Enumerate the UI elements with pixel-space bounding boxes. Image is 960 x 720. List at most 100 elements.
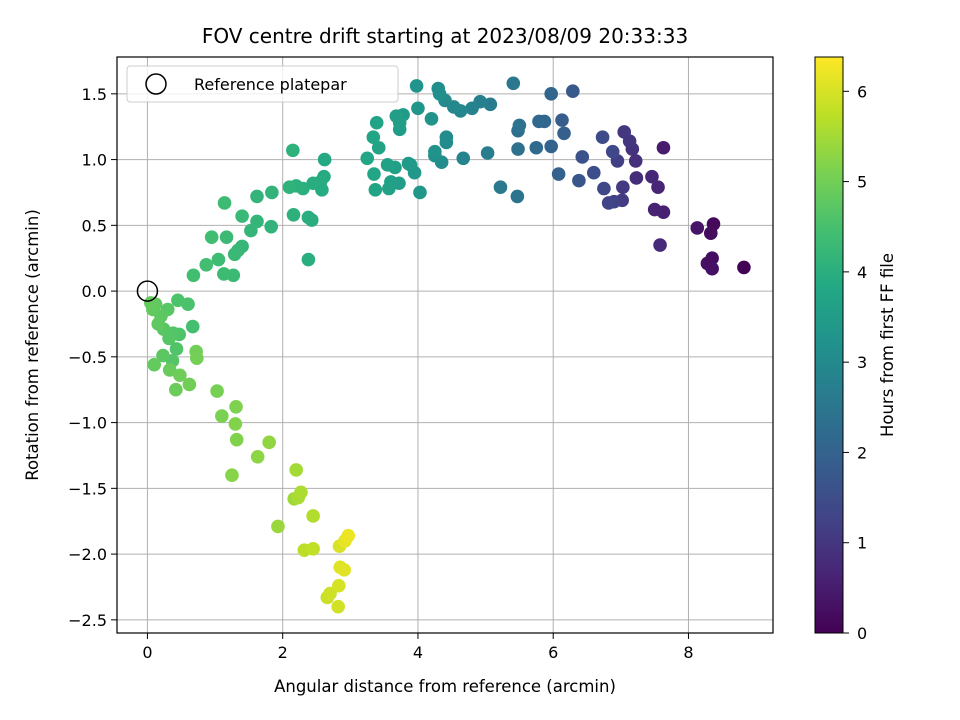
data-point	[210, 384, 224, 398]
colorbar-tick-label: 0	[857, 624, 867, 643]
data-point	[286, 143, 300, 158]
colorbar-label: Hours from first FF file	[878, 253, 897, 437]
data-point	[380, 158, 395, 172]
data-point	[144, 296, 158, 310]
data-point	[199, 257, 214, 272]
data-point	[690, 221, 705, 235]
data-point	[493, 180, 508, 194]
data-point	[511, 142, 525, 156]
data-point	[229, 432, 244, 447]
data-point	[244, 223, 258, 238]
data-point	[532, 114, 546, 129]
x-tick-label: 4	[413, 643, 423, 662]
data-point	[306, 509, 320, 523]
data-point	[219, 230, 234, 244]
data-point	[337, 563, 352, 577]
y-tick-label: −1.5	[68, 479, 107, 498]
data-point	[601, 196, 616, 210]
plot-frame	[116, 56, 774, 634]
data-point	[544, 87, 558, 101]
data-point	[271, 519, 285, 534]
data-points	[144, 76, 751, 614]
data-point	[264, 219, 278, 234]
colorbar-tick-label: 3	[857, 353, 867, 372]
data-point	[367, 167, 381, 181]
x-tick-label: 8	[683, 643, 693, 662]
x-axis: 0 2 4 6 8	[142, 633, 694, 662]
y-tick-label: 0.5	[82, 216, 107, 235]
data-point	[628, 154, 643, 168]
x-tick-label: 6	[548, 643, 558, 662]
data-point	[605, 144, 620, 159]
colorbar	[814, 56, 844, 634]
data-point	[286, 208, 301, 222]
data-point	[204, 230, 219, 244]
data-point	[151, 317, 166, 331]
data-point	[369, 115, 384, 130]
colorbar-tick-label: 5	[857, 173, 867, 192]
data-point	[332, 578, 346, 593]
colorbar-tick-label: 6	[857, 82, 867, 101]
data-point	[389, 109, 404, 123]
x-tick-label: 2	[278, 643, 288, 662]
data-point	[557, 126, 571, 141]
y-tick-label: −2.5	[68, 611, 107, 630]
data-point	[306, 176, 320, 191]
data-point	[424, 112, 439, 126]
colorbar-tick-label: 4	[857, 263, 867, 282]
legend-box	[126, 65, 399, 103]
y-tick-label: 1.5	[82, 85, 107, 104]
data-point	[215, 409, 229, 423]
data-point	[737, 260, 751, 275]
data-point	[323, 586, 337, 601]
legend-marker	[145, 73, 167, 95]
data-point	[506, 76, 521, 91]
data-point	[616, 180, 630, 194]
data-point	[211, 252, 226, 267]
y-tick-label: −0.5	[68, 348, 107, 367]
data-point	[617, 125, 632, 139]
data-point	[555, 113, 569, 127]
data-point	[428, 144, 442, 159]
data-point	[169, 382, 183, 397]
x-axis-label: Angular distance from reference (arcmin)	[274, 677, 616, 696]
data-point	[544, 139, 558, 154]
data-point	[368, 183, 383, 197]
data-point	[225, 468, 239, 482]
data-point	[439, 135, 454, 150]
data-point	[401, 156, 416, 171]
data-point	[371, 140, 386, 155]
y-axis: 1.5 1.0 0.5 0.0 −0.5 −1.0 −1.5 −2.0 −2.5	[68, 85, 117, 630]
data-point	[250, 189, 264, 204]
data-point	[301, 252, 316, 267]
data-point	[185, 319, 200, 334]
y-axis-label: Rotation from reference (arcmin)	[23, 209, 42, 481]
data-point	[595, 130, 610, 145]
data-point	[282, 180, 297, 194]
chart-title: FOV centre drift starting at 2023/08/09 …	[202, 24, 688, 48]
data-point	[341, 528, 356, 543]
data-point	[294, 485, 308, 500]
data-point	[432, 87, 447, 101]
data-point	[705, 261, 719, 276]
data-point	[572, 173, 586, 188]
data-point	[229, 400, 243, 414]
data-point	[465, 101, 479, 116]
data-point	[306, 542, 320, 556]
data-point	[169, 342, 184, 356]
data-point	[597, 181, 611, 196]
data-point	[147, 357, 161, 372]
data-point	[186, 268, 201, 283]
data-point	[566, 84, 580, 98]
data-point	[190, 351, 204, 365]
y-tick-label: −2.0	[68, 545, 107, 564]
colorbar-axis: 6 5 4 3 2 1 0	[843, 82, 867, 643]
y-tick-label: 1.0	[82, 151, 107, 170]
data-point	[656, 140, 671, 155]
data-point	[162, 363, 177, 377]
data-point	[156, 348, 170, 363]
data-point	[217, 267, 231, 281]
data-point	[629, 171, 644, 185]
data-point	[411, 101, 425, 116]
